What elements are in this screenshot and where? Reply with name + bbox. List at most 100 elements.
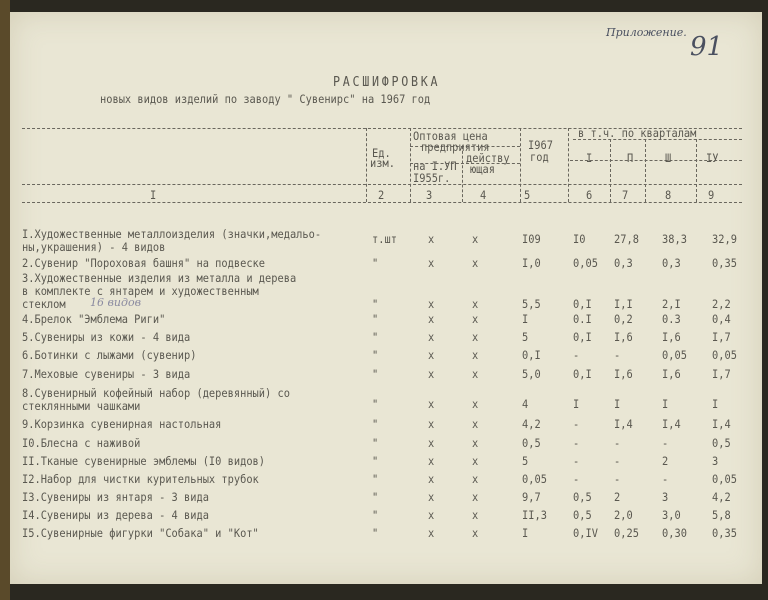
row-q4-value: 0,05 (712, 348, 737, 362)
row-p1-value: х (428, 256, 435, 270)
row-p1-value: х (428, 367, 435, 381)
row-q4-value: 0,4 (712, 312, 731, 326)
row-p1-value: х (428, 508, 435, 522)
row-name: I0.Блесна с наживой (22, 436, 141, 450)
row-q2-value: I (614, 397, 621, 411)
column-number: 6 (586, 188, 593, 202)
row-unit-value: " (372, 436, 379, 450)
row-unit-value: " (372, 348, 379, 362)
row-q1-value: 0,5 (573, 508, 592, 522)
document-title: РАСШИФРОВКА (333, 75, 441, 90)
row-p1-value: х (428, 526, 435, 540)
row-q3-value: 3,0 (662, 508, 681, 522)
row-q4-value: 0,35 (712, 256, 737, 270)
row-q2-value: - (614, 436, 621, 450)
document-subtitle: новых видов изделий по заводу " Сувенирс… (100, 92, 431, 106)
row-p1-value: х (428, 348, 435, 362)
row-q2-value: 2,0 (614, 508, 633, 522)
table-column-rule (366, 128, 367, 202)
row-q2-value: 0,25 (614, 526, 639, 540)
table-rule (22, 202, 742, 203)
row-q1-value: 0,05 (573, 256, 598, 270)
row-q2-value: - (614, 472, 621, 486)
row-q3-value: 38,3 (662, 232, 687, 246)
row-p2-value: х (472, 436, 479, 450)
row-q3-value: I,6 (662, 367, 681, 381)
row-unit-value: " (372, 490, 379, 504)
header-price: Оптовая цена (413, 129, 488, 143)
row-p1-value: х (428, 454, 435, 468)
row-q1-value: 0,IV (573, 526, 598, 540)
row-unit-value: " (372, 454, 379, 468)
binding-edge (0, 0, 10, 600)
row-q1-value: - (573, 348, 580, 362)
row-q2-value: - (614, 454, 621, 468)
row-q3-value: 2,I (662, 297, 681, 311)
row-q4-value: 0,35 (712, 526, 737, 540)
row-q1-value: I (573, 397, 580, 411)
column-number: 5 (524, 188, 531, 202)
row-q3-value: - (662, 472, 669, 486)
table-column-rule (568, 128, 569, 202)
row-q3-value: 0.3 (662, 312, 681, 326)
row-q2-value: I,4 (614, 417, 633, 431)
row-p2-value: х (472, 367, 479, 381)
row-p1-value: х (428, 436, 435, 450)
row-q1-value: 0,I (573, 330, 592, 344)
row-year-value: I (522, 526, 529, 540)
table-column-rule (645, 139, 646, 202)
row-name: 8.Сувенирный кофейный набор (деревянный)… (22, 386, 290, 400)
row-q4-value: I,7 (712, 367, 731, 381)
row-unit-value: " (372, 256, 379, 270)
column-number: 2 (378, 188, 385, 202)
row-name: 7.Меховые сувениры - 3 вида (22, 367, 191, 381)
row-q1-value: 0.I (573, 312, 592, 326)
row-q1-value: I0 (573, 232, 586, 246)
row-p2-value: х (472, 417, 479, 431)
row-q3-value: I,6 (662, 330, 681, 344)
row-q1-value: 0,I (573, 367, 592, 381)
table-rule (22, 128, 742, 129)
row-p2-value: х (472, 490, 479, 504)
row-q1-value: 0,5 (573, 490, 592, 504)
header-price-current: ющая (470, 162, 495, 176)
row-unit-value: " (372, 508, 379, 522)
row-p2-value: х (472, 256, 479, 270)
row-p1-value: х (428, 312, 435, 326)
row-q4-value: 2,2 (712, 297, 731, 311)
row-q4-value: I,7 (712, 330, 731, 344)
row-unit-value: т.шт (372, 232, 397, 246)
table-column-rule (610, 139, 611, 202)
row-q3-value: I,4 (662, 417, 681, 431)
row-name: 5.Сувениры из кожи - 4 вида (22, 330, 191, 344)
document-page (10, 12, 762, 584)
row-unit-value: " (372, 297, 379, 311)
row-q3-value: - (662, 436, 669, 450)
row-q4-value: 4,2 (712, 490, 731, 504)
row-name: I3.Сувениры из янтаря - 3 вида (22, 490, 209, 504)
row-p2-value: х (472, 526, 479, 540)
row-unit-value: " (372, 330, 379, 344)
header-quarter-4: IУ (706, 151, 719, 165)
table-column-rule (520, 128, 521, 202)
row-q4-value: 32,9 (712, 232, 737, 246)
row-p1-value: х (428, 297, 435, 311)
header-price-old: на I.УП (413, 159, 457, 173)
row-p1-value: х (428, 472, 435, 486)
row-name: II.Тканые сувенирные эмблемы (I0 видов) (22, 454, 266, 468)
row-year-value: 4,2 (522, 417, 541, 431)
row-q3-value: 0,3 (662, 256, 681, 270)
table-rule (573, 139, 742, 140)
table-rule (410, 146, 520, 147)
header-price-old: I955г. (413, 171, 451, 185)
row-unit-value: " (372, 472, 379, 486)
row-q1-value: - (573, 472, 580, 486)
row-p1-value: х (428, 397, 435, 411)
row-unit-value: " (372, 312, 379, 326)
row-p1-value: х (428, 417, 435, 431)
row-name: 9.Корзинка сувенирная настольная (22, 417, 222, 431)
row-p2-value: х (472, 508, 479, 522)
row-q3-value: 0,30 (662, 526, 687, 540)
row-name: стеклом (22, 297, 66, 311)
row-q4-value: I,4 (712, 417, 731, 431)
